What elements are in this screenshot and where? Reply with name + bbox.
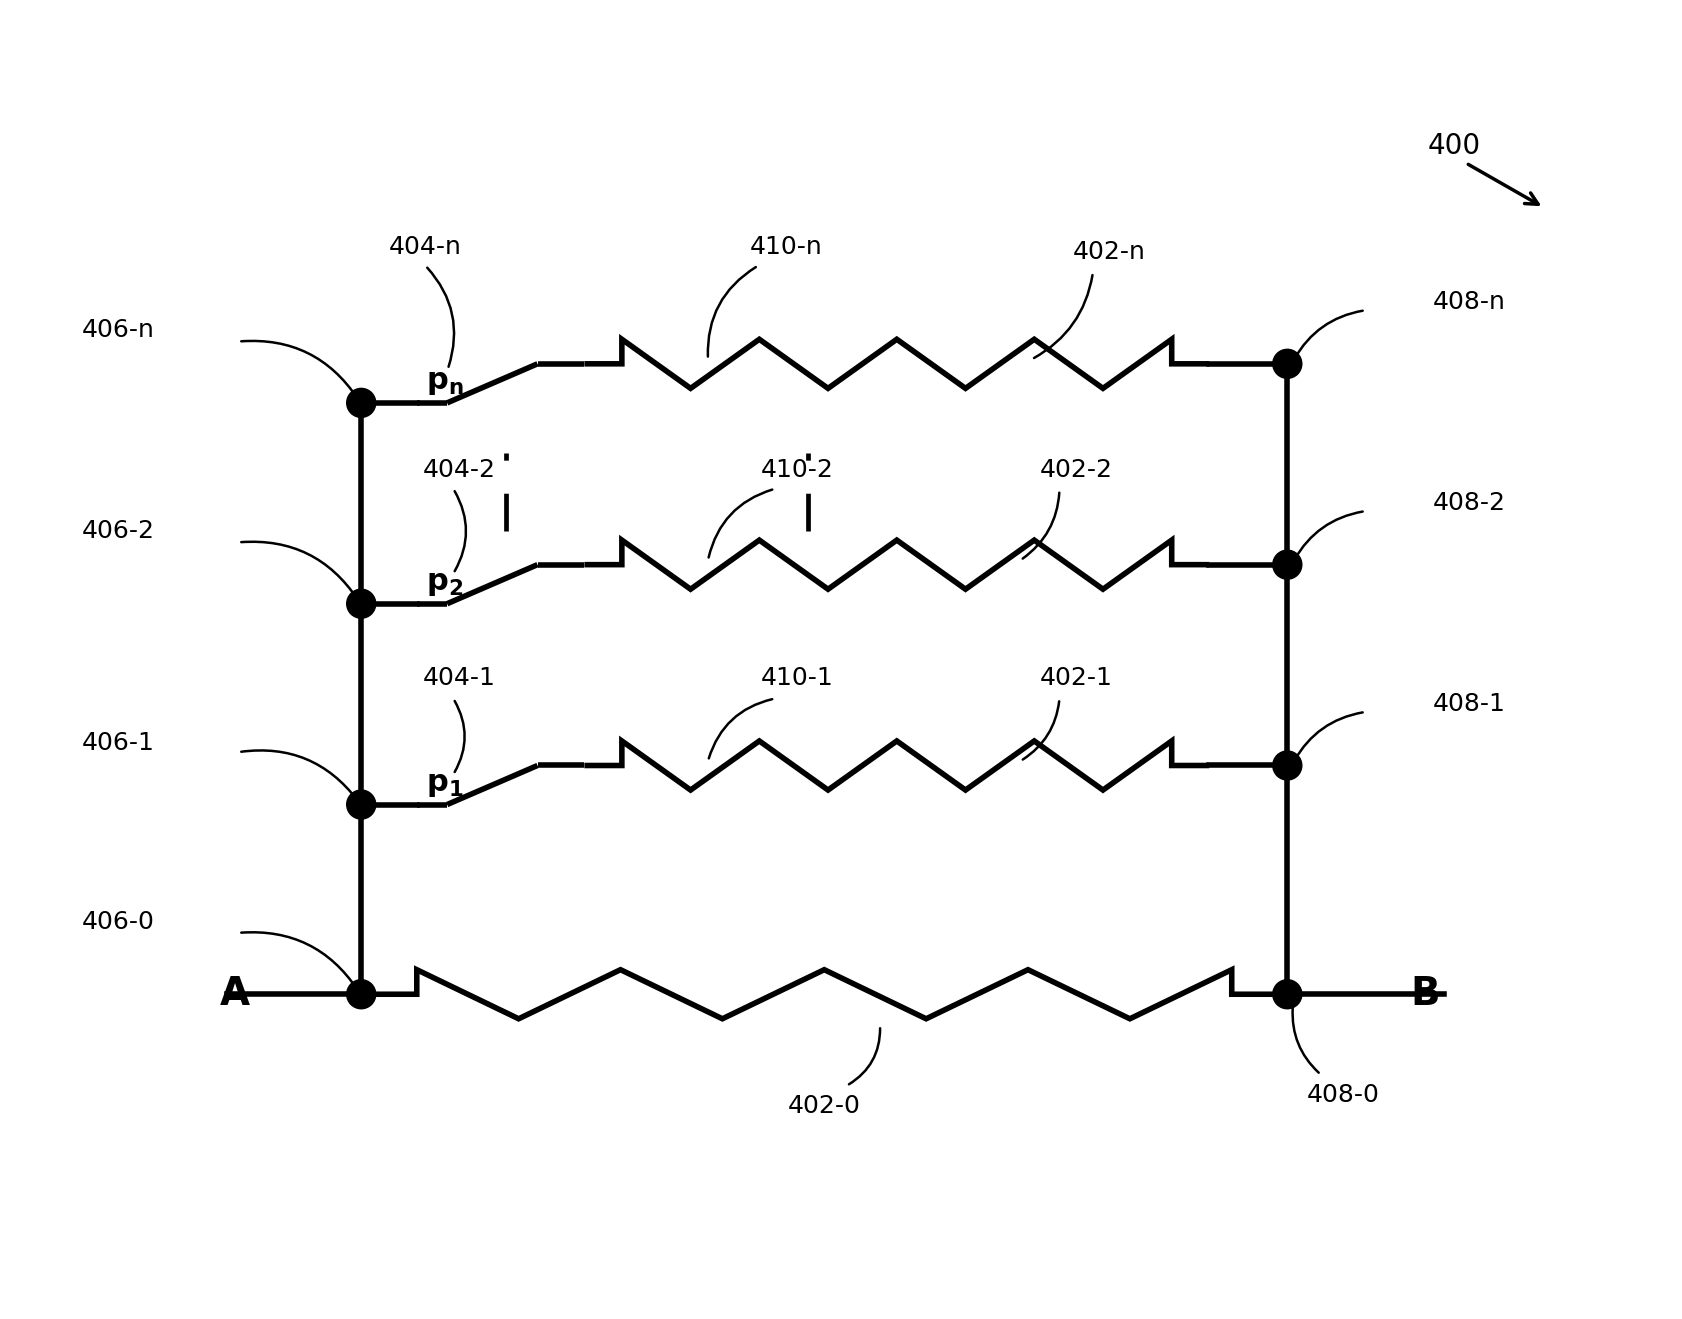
Text: 408-1: 408-1 <box>1433 692 1505 716</box>
Text: 400: 400 <box>1428 132 1482 160</box>
Circle shape <box>346 388 375 417</box>
Text: 404-n: 404-n <box>389 235 463 259</box>
Text: 410-1: 410-1 <box>760 666 834 690</box>
Text: 410-n: 410-n <box>750 235 822 259</box>
Text: 406-n: 406-n <box>82 318 155 343</box>
Circle shape <box>1273 980 1302 1009</box>
Text: 410-2: 410-2 <box>760 458 834 481</box>
Text: $\mathbf{p_2}$: $\mathbf{p_2}$ <box>426 567 463 598</box>
Text: 408-n: 408-n <box>1433 290 1505 314</box>
Text: $\mathbf{p_n}$: $\mathbf{p_n}$ <box>426 367 464 397</box>
Text: 402-2: 402-2 <box>1039 458 1113 481</box>
Circle shape <box>346 790 375 819</box>
Text: 402-1: 402-1 <box>1039 666 1113 690</box>
Text: 408-2: 408-2 <box>1433 491 1505 516</box>
Text: 402-0: 402-0 <box>787 1093 861 1117</box>
Text: 402-n: 402-n <box>1073 240 1145 264</box>
Text: B: B <box>1410 975 1440 1013</box>
Circle shape <box>1273 350 1302 379</box>
Text: 406-0: 406-0 <box>82 910 155 934</box>
Text: 404-1: 404-1 <box>422 666 495 690</box>
Text: 406-1: 406-1 <box>82 731 155 756</box>
Circle shape <box>1273 550 1302 579</box>
Text: A: A <box>220 975 249 1013</box>
Circle shape <box>1273 751 1302 780</box>
Text: 406-2: 406-2 <box>82 520 155 543</box>
Text: 404-2: 404-2 <box>422 458 495 481</box>
Circle shape <box>346 590 375 619</box>
Text: 408-0: 408-0 <box>1307 1083 1379 1107</box>
Text: $\mathbf{p_1}$: $\mathbf{p_1}$ <box>426 768 464 799</box>
Circle shape <box>346 980 375 1009</box>
